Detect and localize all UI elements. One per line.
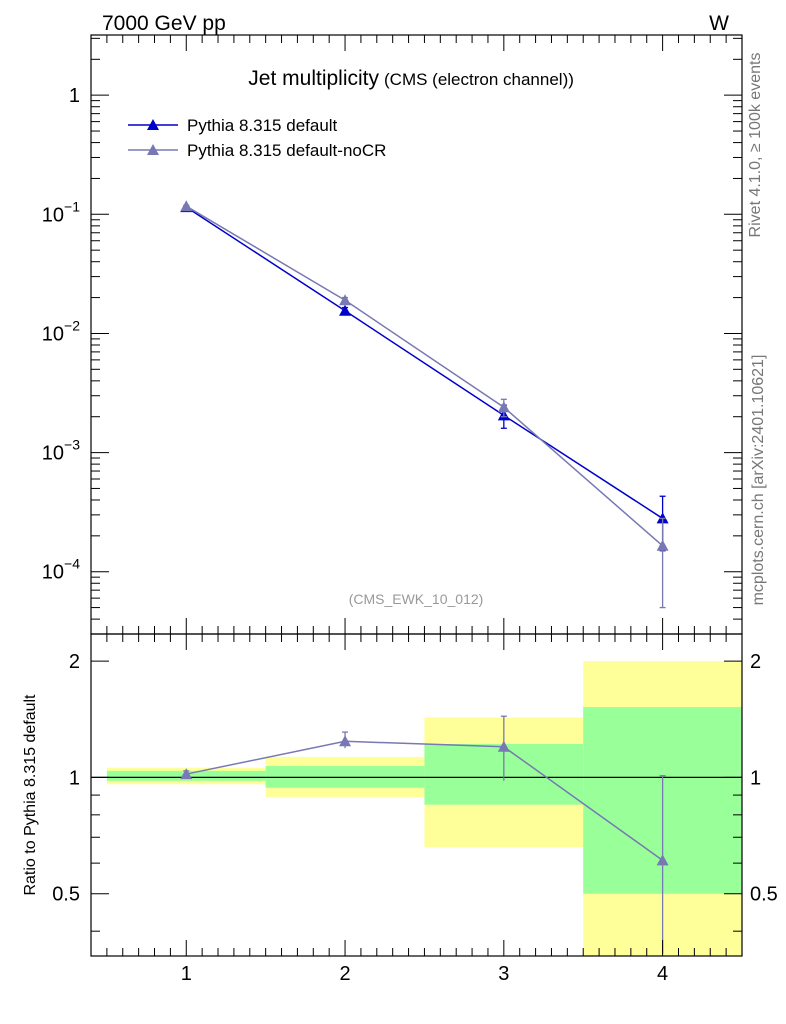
ratio-plot-axes: 1 2 3 4 0.5 0.5 1 1 2 2: [52, 633, 778, 985]
ratio-ylabel: Ratio to Pythia 8.315 default: [22, 694, 39, 896]
x-tick-label: 4: [657, 963, 668, 985]
y-tick-label: 10−2: [42, 317, 80, 345]
series-line-default: [185, 206, 664, 520]
x-tick-label: 2: [339, 963, 350, 985]
x-tick-label: 1: [181, 963, 192, 985]
data-point-nocr: [339, 294, 352, 306]
y-tick-label: 10−1: [42, 198, 80, 226]
ratio-y-tick-label-right: 0.5: [750, 884, 778, 906]
ratio-y-tick-label-right: 2: [750, 651, 761, 673]
y-tick-label: 1: [69, 85, 80, 107]
ratio-data-point: [656, 854, 669, 866]
ratio-y-tick-label-left: 1: [69, 767, 80, 789]
ratio-data-point: [180, 768, 193, 780]
x-tick-label: 3: [498, 963, 509, 985]
y-tick-label: 10−3: [42, 437, 80, 465]
legend-label-default: Pythia 8.315 default: [187, 116, 338, 135]
data-point-nocr: [497, 401, 510, 413]
analysis-watermark: (CMS_EWK_10_012): [349, 591, 484, 607]
main-plot: 1 10−1 10−2 10−3 10−4 Jet multiplicity (CMS …: [42, 34, 743, 635]
legend: Pythia 8.315 default Pythia 8.315 defaul…: [128, 116, 386, 160]
ratio-y-tick-label-right: 1: [750, 767, 761, 789]
y-tick-label: 10−4: [42, 556, 80, 584]
legend-marker-default: [147, 119, 159, 130]
main-plot-axes: 1 10−1 10−2 10−3 10−4: [42, 34, 743, 635]
ratio-data-point: [497, 740, 510, 752]
chart-subtitle: (CMS (electron channel)): [384, 70, 574, 89]
data-point-nocr: [656, 539, 669, 551]
ratio-plot: 1 2 3 4 0.5 0.5 1 1 2 2 Ratio to Pythia 8.315 def…: [22, 633, 778, 985]
ratio-data-point: [339, 735, 352, 747]
ratio-plot-marks: [91, 661, 742, 956]
data-point-nocr: [180, 200, 193, 212]
data-point-default: [339, 304, 352, 316]
ratio-series-line: [186, 740, 664, 861]
header-observable: W: [709, 12, 729, 35]
chart-title: Jet multiplicity: [248, 67, 379, 90]
mcplots-label: mcplots.cern.ch [arXiv:2401.10621]: [750, 355, 767, 606]
legend-marker-nocr: [147, 144, 159, 155]
series-line-nocr: [185, 205, 664, 547]
main-plot-marks: [180, 200, 669, 609]
legend-label-nocr: Pythia 8.315 default-noCR: [187, 141, 386, 160]
ratio-y-tick-label-left: 2: [69, 651, 80, 673]
header-process: 7000 GeV pp: [102, 12, 226, 35]
ratio-y-tick-label-left: 0.5: [52, 884, 80, 906]
rivet-label: Rivet 4.1.0, ≥ 100k events: [747, 53, 764, 238]
